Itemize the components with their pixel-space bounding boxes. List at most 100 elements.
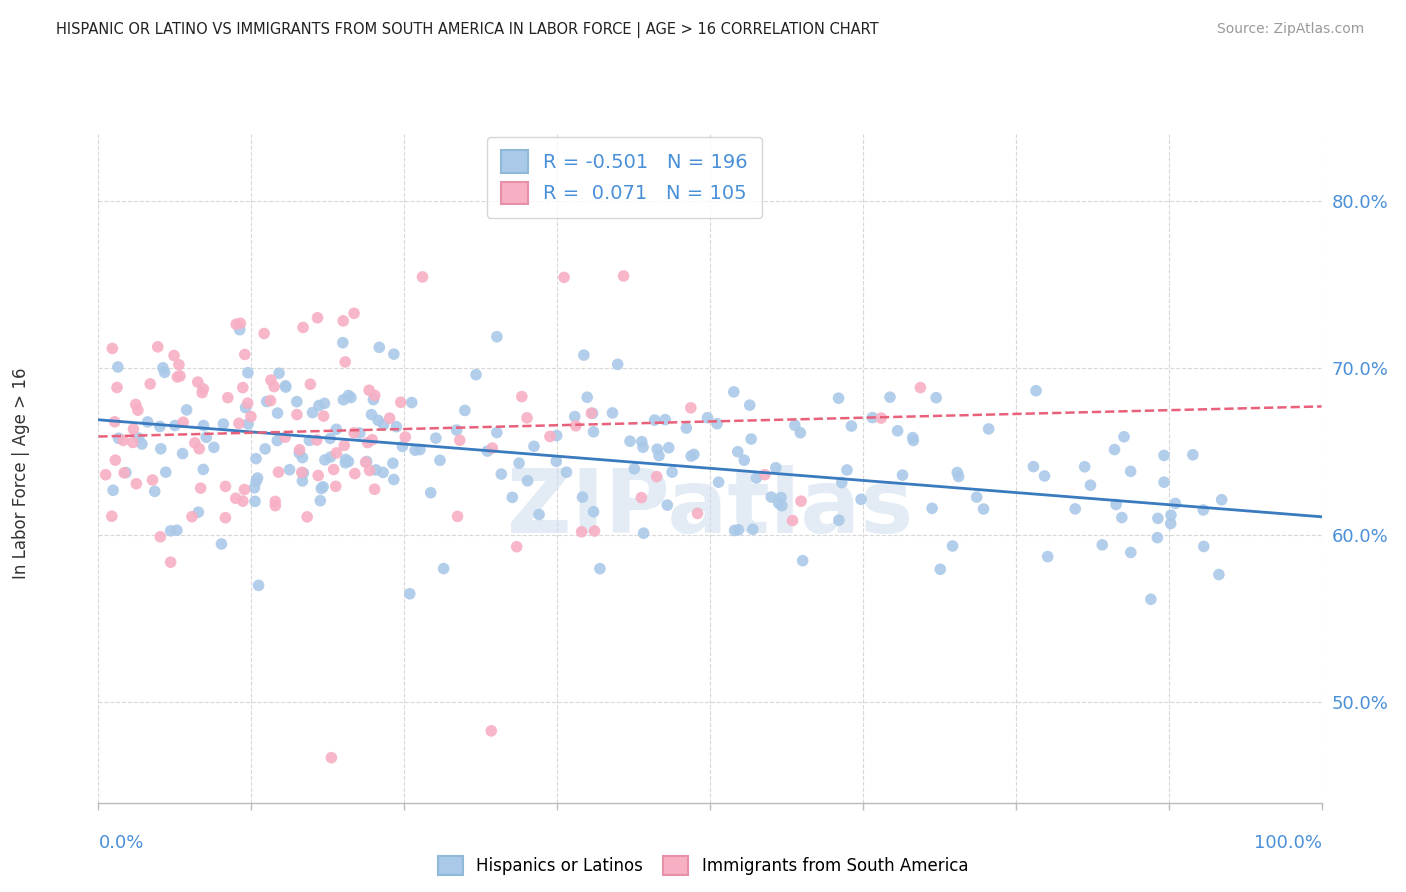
Point	[312, 480, 335, 494]
Point	[886, 424, 908, 438]
Point	[163, 349, 186, 363]
Point	[155, 465, 177, 479]
Point	[516, 410, 538, 425]
Point	[465, 368, 488, 382]
Point	[516, 474, 538, 488]
Point	[1153, 475, 1175, 490]
Point	[357, 435, 380, 450]
Point	[153, 365, 176, 379]
Point	[122, 435, 145, 450]
Point	[131, 437, 153, 451]
Point	[233, 347, 256, 361]
Point	[966, 490, 988, 504]
Point	[891, 468, 914, 483]
Point	[125, 476, 148, 491]
Point	[245, 451, 267, 466]
Point	[349, 425, 371, 440]
Point	[359, 463, 381, 477]
Point	[1140, 592, 1163, 607]
Point	[166, 370, 188, 384]
Point	[305, 433, 328, 447]
Point	[291, 450, 314, 465]
Point	[645, 442, 668, 457]
Point	[973, 502, 995, 516]
Point	[260, 373, 283, 387]
Point	[941, 539, 963, 553]
Point	[510, 390, 533, 404]
Point	[394, 430, 416, 444]
Point	[332, 335, 354, 350]
Point	[1192, 540, 1215, 554]
Text: Source: ZipAtlas.com: Source: ZipAtlas.com	[1216, 22, 1364, 37]
Point	[623, 462, 645, 476]
Point	[1080, 478, 1102, 492]
Point	[761, 490, 783, 504]
Point	[235, 401, 257, 415]
Point	[373, 417, 395, 432]
Point	[1211, 492, 1233, 507]
Point	[1022, 459, 1045, 474]
Point	[946, 466, 969, 480]
Point	[681, 449, 703, 463]
Point	[827, 391, 849, 405]
Point	[149, 419, 172, 434]
Point	[429, 453, 451, 467]
Point	[1112, 430, 1135, 444]
Point	[343, 306, 366, 320]
Point	[368, 340, 391, 354]
Point	[449, 434, 471, 448]
Point	[288, 446, 311, 460]
Point	[253, 326, 276, 341]
Point	[193, 462, 215, 476]
Point	[292, 320, 315, 334]
Point	[835, 463, 858, 477]
Point	[686, 507, 709, 521]
Point	[228, 323, 250, 337]
Point	[645, 469, 668, 483]
Point	[1104, 442, 1126, 457]
Point	[239, 409, 262, 424]
Point	[1025, 384, 1047, 398]
Point	[903, 434, 925, 448]
Point	[104, 453, 127, 467]
Point	[232, 381, 254, 395]
Point	[263, 379, 285, 393]
Point	[733, 453, 755, 467]
Point	[581, 406, 603, 420]
Point	[745, 471, 768, 485]
Point	[299, 377, 322, 392]
Point	[683, 447, 706, 461]
Point	[581, 406, 603, 420]
Point	[879, 390, 901, 404]
Point	[181, 509, 204, 524]
Point	[307, 310, 329, 325]
Point	[1111, 510, 1133, 524]
Point	[679, 401, 702, 415]
Point	[454, 403, 477, 417]
Point	[508, 456, 530, 470]
Point	[312, 409, 335, 423]
Point	[572, 348, 595, 362]
Point	[335, 355, 357, 369]
Point	[1181, 448, 1204, 462]
Point	[301, 406, 323, 420]
Point	[425, 431, 447, 445]
Point	[754, 467, 776, 482]
Point	[107, 431, 129, 445]
Point	[925, 391, 948, 405]
Point	[232, 494, 254, 508]
Point	[1105, 498, 1128, 512]
Point	[1119, 545, 1142, 559]
Point	[291, 466, 314, 480]
Point	[191, 385, 214, 400]
Point	[141, 473, 163, 487]
Point	[523, 439, 546, 453]
Point	[335, 452, 357, 467]
Point	[481, 441, 503, 455]
Point	[360, 408, 382, 422]
Point	[768, 496, 790, 510]
Point	[706, 417, 728, 431]
Point	[245, 475, 267, 489]
Point	[285, 408, 308, 422]
Point	[285, 394, 308, 409]
